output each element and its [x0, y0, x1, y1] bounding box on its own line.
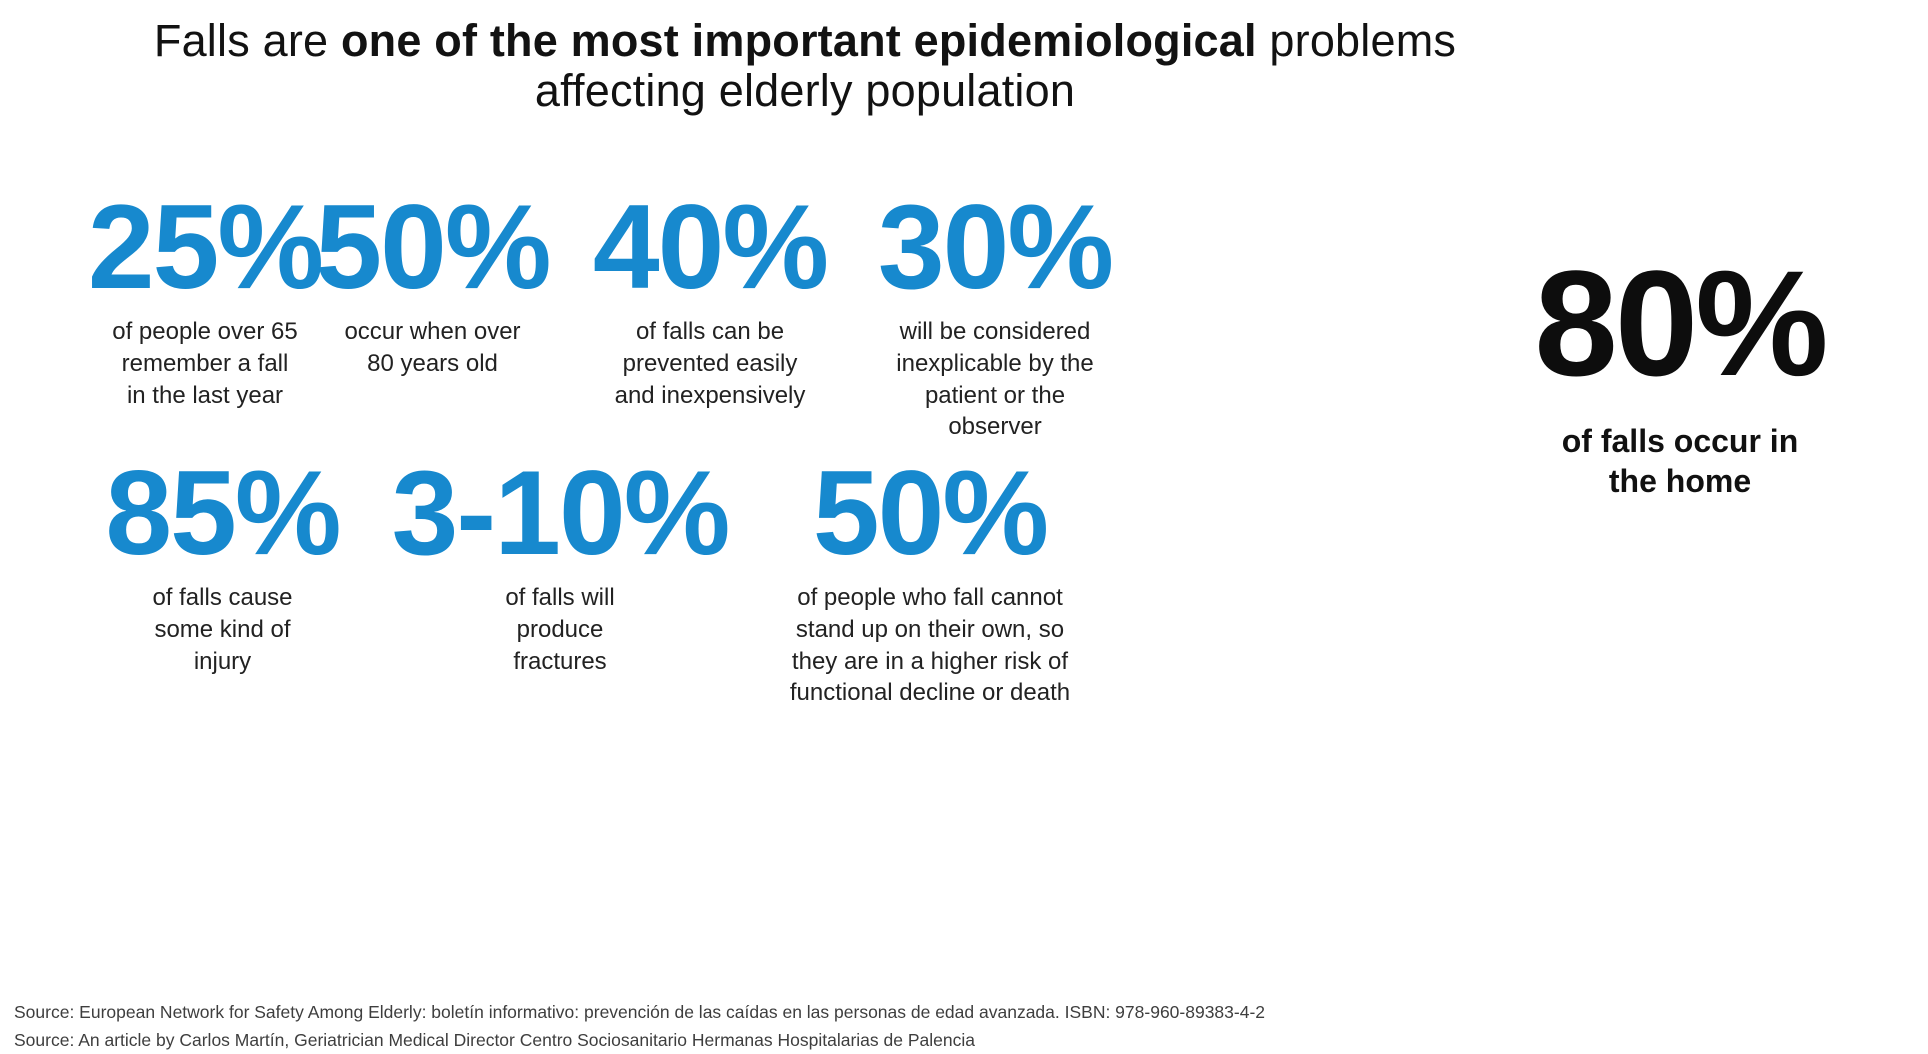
stat-block-30pct: 30% will be considered inexplicable by t…: [835, 180, 1155, 443]
stat-description: of people over 65 remember a fall in the…: [112, 318, 298, 409]
source-line-1: Source: European Network for Safety Amon…: [14, 1002, 1266, 1022]
stat-block-85pct: 85% of falls cause some kind of injury: [70, 446, 375, 677]
source-line-2: Source: An article by Carlos Martín, Ger…: [14, 1030, 975, 1050]
page-title: Falls are one of the most important epid…: [100, 15, 1510, 117]
source-citations: Source: European Network for Safety Amon…: [14, 998, 1894, 1054]
stat-block-50pct-cannot-stand: 50% of people who fall cannot stand up o…: [745, 446, 1115, 709]
stat-block-50pct-over80: 50% occur when over 80 years old: [280, 180, 585, 380]
title-regular-suffix: problems: [1256, 15, 1457, 66]
stat-value: 30%: [877, 180, 1114, 314]
stat-description: of falls can be prevented easily and ine…: [614, 318, 806, 409]
stat-value: 40%: [592, 180, 829, 314]
stat-description: of falls will produce fractures: [505, 584, 615, 675]
stat-value: 50%: [315, 180, 551, 314]
page-title-line2: affecting elderly population: [534, 65, 1076, 117]
stat-description: occur when over 80 years old: [344, 318, 521, 378]
page-title-line1: Falls are one of the most important epid…: [100, 15, 1510, 66]
stat-description: of falls cause some kind of injury: [152, 584, 293, 675]
title-regular-prefix: Falls are: [153, 15, 341, 66]
highlight-stat-block-80pct: 80% of falls occur in the home: [1480, 239, 1880, 502]
title-bold-segment: one of the most important epidemiologica…: [340, 15, 1257, 66]
stat-value: 25%: [87, 180, 324, 314]
stat-block-3-10pct: 3-10% of falls will produce fractures: [380, 446, 740, 677]
stat-value: 50%: [812, 446, 1049, 580]
stat-block-40pct: 40% of falls can be prevented easily and…: [555, 180, 865, 411]
stat-description: will be considered inexplicable by the p…: [896, 318, 1094, 441]
stat-block-25pct: 25% of people over 65 remember a fall in…: [50, 180, 360, 411]
stat-description: of people who fall cannot stand up on th…: [789, 584, 1071, 707]
highlight-stat-description: of falls occur in the home: [1561, 422, 1799, 500]
stat-value: 85%: [105, 446, 341, 580]
highlight-stat-value: 80%: [1534, 239, 1828, 407]
stat-value: 3-10%: [391, 446, 731, 580]
